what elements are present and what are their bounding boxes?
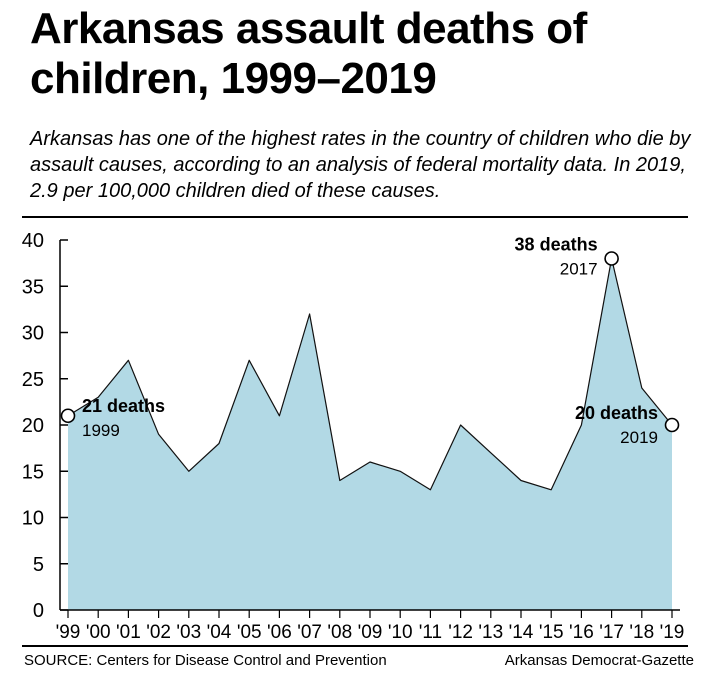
x-tick-label: '99 [56,622,81,643]
y-tick-label: 0 [33,600,44,622]
chart-title: Arkansas assault deaths of children, 199… [30,4,587,103]
credit-note: Arkansas Democrat-Gazette [504,652,694,669]
highlight-marker [604,251,619,266]
annotation-year-label: 2019 [620,428,658,447]
x-tick-label: '01 [116,622,141,643]
annotation-layer: 21 deaths 1999 38 deaths 2017 20 deaths 2019 [60,235,680,447]
axis-layer: 0 5 10 15 20 25 30 35 40 '99'00'01'02'03 '04'05'06… [22,230,685,643]
x-tick-label: '11 [419,622,442,643]
x-tick-label: '09 [358,622,383,643]
annotation-value-label: 21 deaths [82,396,165,416]
highlight-marker [60,408,76,424]
area-fill [68,258,672,610]
annotation-value-label: 20 deaths [575,403,658,423]
y-tick-label: 25 [22,369,44,391]
x-tick-label: '15 [539,622,564,643]
x-tick-label: '04 [207,622,232,643]
highlight-marker [664,417,680,433]
chart-subtitle: Arkansas has one of the highest rates in… [30,128,691,202]
x-tick-label: '07 [297,622,322,643]
x-tick-label: '17 [599,622,624,643]
top-divider [22,216,688,218]
x-tick-label: '19 [660,622,685,643]
y-tick-label: 15 [22,461,44,483]
annotation-year-label: 2017 [560,260,598,279]
area-layer [67,257,673,610]
y-tick-label: 5 [33,554,44,576]
x-tick-label: '18 [629,622,654,643]
x-tick-label: '08 [327,622,352,643]
x-tick-label: '06 [267,622,292,643]
x-tick-label: '14 [509,622,534,643]
x-tick-label: '02 [146,622,171,643]
y-tick-label: 30 [22,323,44,345]
x-tick-label: '03 [176,622,201,643]
x-tick-label: '05 [237,622,262,643]
y-tick-label: 35 [22,276,44,298]
x-tick-label: '10 [388,622,413,643]
x-tick-label: '13 [478,622,503,643]
source-note: SOURCE: Centers for Disease Control and … [24,652,387,669]
x-tick-label: '12 [448,622,473,643]
y-tick-label: 40 [22,230,44,252]
bottom-divider [22,645,688,647]
annotation-value-label: 38 deaths [515,235,598,255]
y-tick-label: 20 [22,415,44,437]
y-tick-label: 10 [22,508,44,530]
x-tick-label: '00 [86,622,111,643]
annotation-year-label: 1999 [82,421,120,440]
x-tick-label: '16 [569,622,594,643]
